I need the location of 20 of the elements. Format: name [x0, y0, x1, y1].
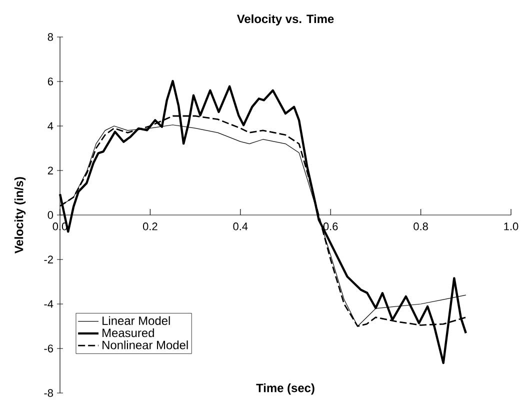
y-tick-label: 2 — [48, 166, 53, 174]
x-tick-label: 0.4 — [233, 222, 248, 230]
legend-label: Measured — [102, 328, 154, 338]
y-tick-label: -6 — [44, 344, 53, 352]
y-tick-label: 8 — [48, 33, 53, 41]
y-tick-label: 6 — [48, 78, 53, 86]
x-tick-label: 0.6 — [323, 222, 338, 230]
y-tick-label: 4 — [48, 122, 54, 130]
y-tick-label: -8 — [44, 389, 53, 397]
chart-title: Velocity vs. Time — [236, 14, 334, 26]
x-tick-label: 0.2 — [143, 222, 158, 230]
y-tick-label: -4 — [44, 300, 54, 308]
x-tick-label: 1.0 — [504, 222, 518, 230]
y-tick-label: -2 — [44, 256, 53, 264]
legend-label: Linear Model — [102, 316, 170, 325]
legend-label: Nonlinear Model — [102, 340, 188, 350]
x-tick-label: 0.8 — [414, 222, 428, 230]
x-axis-title: Time (sec) — [256, 383, 314, 395]
y-tick-label: 0 — [48, 211, 54, 219]
y-axis-title: Velocity (in/s) — [14, 177, 26, 254]
